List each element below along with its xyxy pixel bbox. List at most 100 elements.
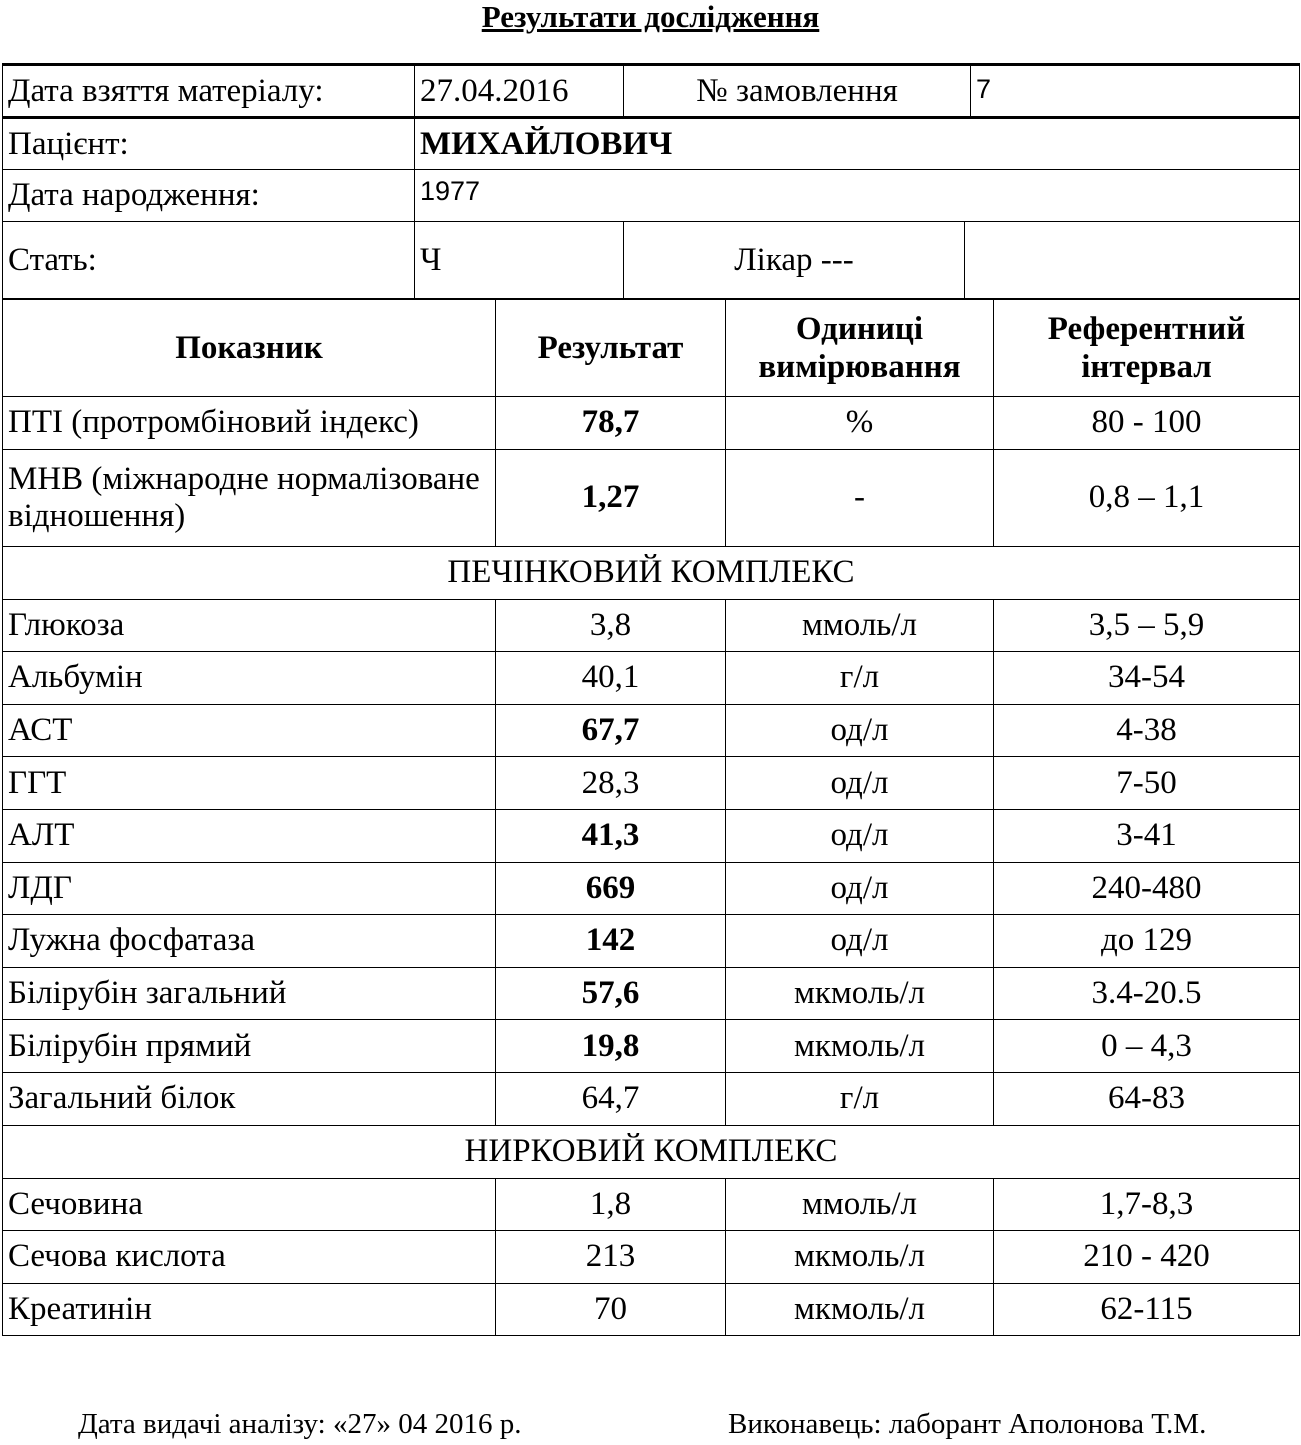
reference-interval: 0 – 4,3: [993, 1019, 1300, 1073]
sex-value: Ч: [414, 221, 624, 300]
indicator-name: Альбумін: [2, 651, 496, 705]
indicator-name: Сечова кислота: [2, 1230, 496, 1284]
unit: %: [725, 396, 994, 450]
reference-interval: 4-38: [993, 703, 1300, 758]
table-row: ЛДГ 669 од/л 240-480: [2, 861, 1300, 916]
indicator-name: Білірубін прямий: [2, 1019, 496, 1073]
unit: мкмоль/л: [725, 1282, 994, 1337]
indicator-name: МНВ (міжнародне нормалізоване відношення…: [2, 448, 496, 547]
table-row: АЛТ 41,3 од/л 3-41: [2, 808, 1300, 863]
indicator-name: АЛТ: [2, 808, 496, 863]
reference-interval: 34-54: [993, 651, 1300, 705]
order-label: № замовлення: [623, 64, 971, 119]
unit: г/л: [725, 1071, 994, 1126]
result-value: 78,7: [495, 396, 726, 450]
result-value: 67,7: [495, 703, 726, 758]
patient-info-table: Дата взяття матеріалу: 27.04.2016 № замо…: [2, 63, 1300, 300]
sex-label: Стать:: [2, 221, 415, 300]
table-row: Глюкоза 3,8 ммоль/л 3,5 – 5,9: [2, 598, 1300, 653]
unit: од/л: [725, 756, 994, 810]
unit: мкмоль/л: [725, 1019, 994, 1073]
result-value: 1,27: [495, 448, 726, 547]
section-row: НИРКОВИЙ КОМПЛЕКС: [2, 1124, 1300, 1179]
header-reference: Референтний інтервал: [993, 298, 1300, 397]
reference-interval: 80 - 100: [993, 396, 1300, 450]
birth-label: Дата народження:: [2, 169, 415, 222]
patient-label: Пацієнт:: [2, 117, 415, 170]
table-row: ПТІ (протромбіновий індекс) 78,7% 80 - 100: [2, 396, 1300, 450]
result-value: 28,3: [495, 756, 726, 810]
result-value: 57,6: [495, 966, 726, 1021]
unit: од/л: [725, 808, 994, 863]
header-result: Результат: [495, 298, 726, 397]
table-row: Альбумін 40,1 г/л 34-54: [2, 651, 1300, 705]
result-value: 70: [495, 1282, 726, 1337]
result-value: 40,1: [495, 651, 726, 705]
reference-interval: 210 - 420: [993, 1230, 1300, 1284]
indicator-name: ГГТ: [2, 756, 496, 810]
result-value: 213: [495, 1230, 726, 1284]
unit: -: [725, 448, 994, 547]
result-value: 3,8: [495, 598, 726, 653]
indicator-name: Білірубін загальний: [2, 966, 496, 1021]
table-row: Лужна фосфатаза 142 од/л до 129: [2, 914, 1300, 968]
result-value: 142: [495, 914, 726, 968]
table-row: Білірубін прямий 19,8 мкмоль/л 0 – 4,3: [2, 1019, 1300, 1073]
header-indicator: Показник: [2, 298, 496, 397]
reference-interval: 0,8 – 1,1: [993, 448, 1300, 547]
section-title: НИРКОВИЙ КОМПЛЕКС: [2, 1124, 1300, 1179]
indicator-name: ПТІ (протромбіновий індекс): [2, 396, 496, 450]
reference-interval: 1,7-8,3: [993, 1177, 1300, 1232]
table-row: ГГТ 28,3 од/л 7-50: [2, 756, 1300, 810]
performer: Виконавець: лаборант Аполонова Т.М.: [728, 1408, 1207, 1440]
indicator-name: Сечовина: [2, 1177, 496, 1232]
unit: ммоль/л: [725, 1177, 994, 1232]
indicator-name: Лужна фосфатаза: [2, 914, 496, 968]
unit: од/л: [725, 703, 994, 758]
table-row: Креатинін 70 мкмоль/л 62-115: [2, 1282, 1300, 1337]
result-value: 64,7: [495, 1071, 726, 1126]
birth-value: 1977: [414, 169, 1300, 222]
page-title: Результати дослідження: [481, 0, 820, 34]
header-units: Одиниці вимірювання: [725, 298, 994, 397]
reference-interval: 7-50: [993, 756, 1300, 810]
result-value: 1,8: [495, 1177, 726, 1232]
reference-interval: 64-83: [993, 1071, 1300, 1126]
date-value: 27.04.2016: [414, 64, 624, 119]
table-row: Загальний білок 64,7 г/л 64-83: [2, 1071, 1300, 1126]
unit: од/л: [725, 914, 994, 968]
indicator-name: Загальний білок: [2, 1071, 496, 1126]
reference-interval: 62-115: [993, 1282, 1300, 1337]
table-row: Сечова кислота 213 мкмоль/л 210 - 420: [2, 1230, 1300, 1284]
reference-interval: 3-41: [993, 808, 1300, 863]
patient-value: МИХАЙЛОВИЧ: [414, 117, 1300, 170]
result-value: 19,8: [495, 1019, 726, 1073]
header-row: Показник Результат Одиниці вимірювання Р…: [2, 298, 1300, 397]
result-value: 41,3: [495, 808, 726, 863]
doctor-value: [964, 221, 1300, 300]
indicator-name: ЛДГ: [2, 861, 496, 916]
unit: мкмоль/л: [725, 1230, 994, 1284]
doctor-label: Лікар ---: [623, 221, 965, 300]
table-row: АСТ 67,7 од/л 4-38: [2, 703, 1300, 758]
indicator-name: Глюкоза: [2, 598, 496, 653]
order-value: 7: [970, 64, 1300, 119]
reference-interval: до 129: [993, 914, 1300, 968]
unit: мкмоль/л: [725, 966, 994, 1021]
table-row: Сечовина 1,8 ммоль/л 1,7-8,3: [2, 1177, 1300, 1232]
issue-date: Дата видачі аналізу: «27» 04 2016 р.: [78, 1408, 522, 1440]
results-table: Показник Результат Одиниці вимірювання Р…: [2, 298, 1300, 1337]
indicator-name: АСТ: [2, 703, 496, 758]
reference-interval: 240-480: [993, 861, 1300, 916]
indicator-name: Креатинін: [2, 1282, 496, 1337]
table-row: МНВ (міжнародне нормалізоване відношення…: [2, 448, 1300, 547]
unit: ммоль/л: [725, 598, 994, 653]
unit: г/л: [725, 651, 994, 705]
section-title: ПЕЧІНКОВИЙ КОМПЛЕКС: [2, 545, 1300, 600]
reference-interval: 3,5 – 5,9: [993, 598, 1300, 653]
table-row: Білірубін загальний 57,6 мкмоль/л 3.4-20.5: [2, 966, 1300, 1021]
date-label: Дата взяття матеріалу:: [2, 64, 415, 119]
reference-interval: 3.4-20.5: [993, 966, 1300, 1021]
result-value: 669: [495, 861, 726, 916]
unit: од/л: [725, 861, 994, 916]
